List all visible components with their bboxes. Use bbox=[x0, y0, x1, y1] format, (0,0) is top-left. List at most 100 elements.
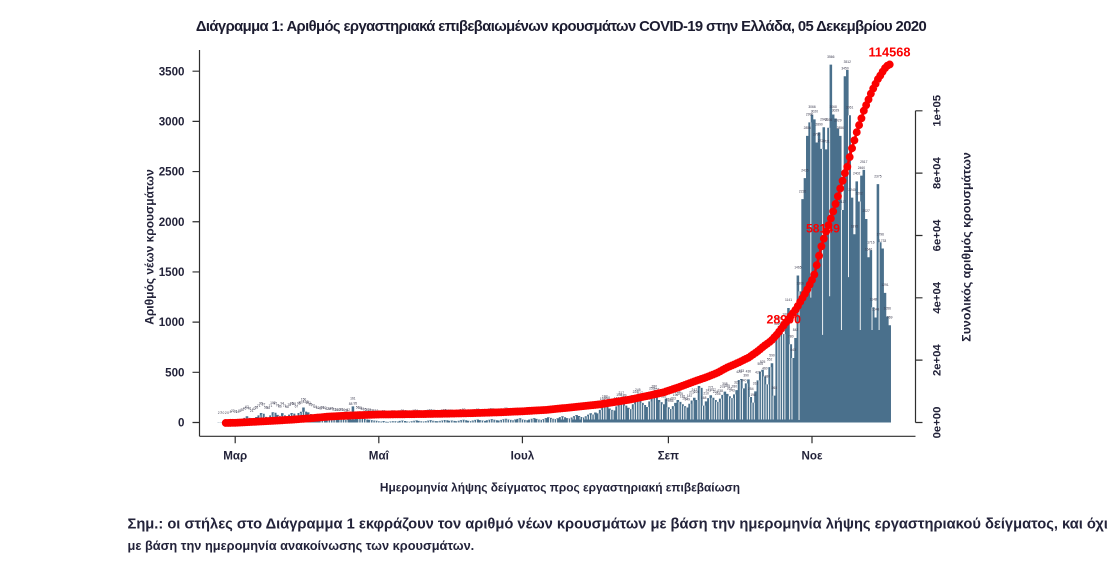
svg-text:182: 182 bbox=[602, 394, 608, 398]
svg-text:224: 224 bbox=[713, 390, 719, 394]
svg-text:8: 8 bbox=[230, 410, 232, 414]
svg-text:56: 56 bbox=[356, 405, 360, 409]
svg-text:161: 161 bbox=[350, 397, 356, 401]
svg-text:32: 32 bbox=[346, 408, 350, 412]
svg-text:3512: 3512 bbox=[844, 60, 852, 64]
svg-text:2856: 2856 bbox=[837, 126, 845, 130]
svg-text:3066: 3066 bbox=[808, 105, 816, 109]
svg-text:94: 94 bbox=[280, 402, 284, 406]
svg-text:95: 95 bbox=[353, 402, 357, 406]
svg-text:420: 420 bbox=[755, 371, 761, 375]
svg-text:280: 280 bbox=[732, 385, 738, 389]
svg-text:2226: 2226 bbox=[799, 189, 807, 193]
svg-text:2517: 2517 bbox=[860, 160, 868, 164]
svg-text:107: 107 bbox=[298, 400, 304, 404]
svg-text:Ιουλ: Ιουλ bbox=[511, 450, 535, 463]
svg-text:1716: 1716 bbox=[867, 241, 875, 245]
svg-text:152: 152 bbox=[666, 397, 672, 401]
svg-text:2202: 2202 bbox=[855, 192, 863, 196]
svg-text:108: 108 bbox=[303, 400, 309, 404]
svg-text:38: 38 bbox=[328, 407, 332, 411]
svg-text:2929: 2929 bbox=[834, 119, 842, 123]
svg-text:56: 56 bbox=[264, 405, 268, 409]
svg-text:3029: 3029 bbox=[832, 109, 840, 113]
svg-text:0: 0 bbox=[178, 417, 184, 430]
svg-text:Μαî: Μαî bbox=[369, 450, 390, 463]
svg-text:150: 150 bbox=[301, 398, 307, 402]
svg-text:67: 67 bbox=[295, 404, 299, 408]
svg-text:0: 0 bbox=[222, 411, 224, 415]
svg-text:969: 969 bbox=[887, 315, 893, 319]
svg-text:με βάση την ημερομηνία ανακοίν: με βάση την ημερομηνία ανακοίνωσης των κ… bbox=[128, 538, 475, 553]
svg-text:3061: 3061 bbox=[846, 106, 854, 110]
svg-text:95: 95 bbox=[290, 402, 294, 406]
svg-text:28: 28 bbox=[368, 408, 372, 412]
svg-text:2: 2 bbox=[218, 411, 220, 415]
svg-text:2936: 2936 bbox=[825, 118, 833, 122]
svg-text:95: 95 bbox=[297, 402, 301, 406]
svg-text:224: 224 bbox=[633, 390, 639, 394]
svg-text:210: 210 bbox=[703, 392, 709, 396]
svg-text:433: 433 bbox=[739, 369, 745, 373]
svg-text:1056: 1056 bbox=[884, 307, 892, 311]
svg-text:30: 30 bbox=[365, 408, 369, 412]
svg-text:30: 30 bbox=[342, 408, 346, 412]
svg-text:322: 322 bbox=[734, 380, 740, 384]
svg-text:62: 62 bbox=[245, 405, 249, 409]
svg-text:71: 71 bbox=[257, 404, 261, 408]
svg-text:1796: 1796 bbox=[877, 232, 885, 236]
svg-text:30: 30 bbox=[337, 408, 341, 412]
svg-text:Αριθμός νέων κρουσμάτων: Αριθμός νέων κρουσμάτων bbox=[143, 169, 157, 325]
svg-text:2721: 2721 bbox=[822, 140, 830, 144]
svg-text:88: 88 bbox=[292, 402, 296, 406]
svg-text:1291: 1291 bbox=[881, 283, 889, 287]
svg-text:46: 46 bbox=[243, 406, 247, 410]
svg-text:247: 247 bbox=[692, 388, 698, 392]
svg-text:2117: 2117 bbox=[839, 200, 846, 204]
svg-text:71: 71 bbox=[269, 404, 273, 408]
svg-text:71: 71 bbox=[283, 404, 287, 408]
svg-text:Νοε: Νοε bbox=[802, 450, 823, 463]
svg-text:275: 275 bbox=[720, 385, 726, 389]
svg-text:101: 101 bbox=[305, 401, 311, 405]
svg-text:48: 48 bbox=[266, 406, 270, 410]
svg-text:1500: 1500 bbox=[159, 266, 185, 279]
svg-text:16: 16 bbox=[233, 409, 237, 413]
svg-text:46: 46 bbox=[318, 406, 322, 410]
svg-text:77: 77 bbox=[311, 403, 315, 407]
svg-text:340: 340 bbox=[741, 379, 747, 383]
svg-text:8e+04: 8e+04 bbox=[932, 157, 944, 189]
svg-text:168: 168 bbox=[604, 396, 610, 400]
svg-text:21: 21 bbox=[250, 409, 254, 413]
svg-text:205: 205 bbox=[677, 392, 683, 396]
svg-text:66: 66 bbox=[278, 404, 282, 408]
svg-text:3: 3 bbox=[220, 411, 222, 415]
svg-text:55: 55 bbox=[255, 406, 259, 410]
svg-text:1306: 1306 bbox=[797, 282, 805, 286]
svg-text:1000: 1000 bbox=[159, 316, 185, 329]
svg-text:182: 182 bbox=[680, 394, 686, 398]
svg-text:2460: 2460 bbox=[858, 166, 866, 170]
svg-text:Ημερομηνία λήψης δείγματος προ: Ημερομηνία λήψης δείγματος προς εργαστηρ… bbox=[380, 481, 740, 495]
svg-text:254: 254 bbox=[748, 387, 754, 391]
svg-text:219: 219 bbox=[689, 391, 695, 395]
svg-text:1148: 1148 bbox=[870, 298, 877, 302]
svg-text:2000: 2000 bbox=[159, 216, 185, 229]
svg-text:243: 243 bbox=[706, 388, 712, 392]
svg-text:2942: 2942 bbox=[820, 117, 828, 121]
svg-text:182: 182 bbox=[661, 394, 667, 398]
svg-text:1646: 1646 bbox=[865, 248, 873, 252]
svg-text:42: 42 bbox=[325, 407, 329, 411]
svg-text:3000: 3000 bbox=[159, 116, 185, 129]
svg-text:310: 310 bbox=[753, 382, 759, 386]
svg-text:Διάγραμμα 1: Αριθμός εργαστηρι: Διάγραμμα 1: Αριθμός εργαστηριακά επιβεβ… bbox=[196, 19, 927, 35]
svg-text:88: 88 bbox=[349, 402, 353, 406]
svg-text:1465: 1465 bbox=[794, 266, 802, 270]
svg-text:102: 102 bbox=[270, 401, 276, 405]
svg-text:60: 60 bbox=[313, 405, 317, 409]
svg-text:21: 21 bbox=[238, 409, 242, 413]
svg-text:285: 285 bbox=[724, 384, 730, 388]
svg-text:196: 196 bbox=[616, 393, 622, 397]
svg-text:198: 198 bbox=[750, 393, 756, 397]
svg-text:85: 85 bbox=[309, 403, 313, 407]
